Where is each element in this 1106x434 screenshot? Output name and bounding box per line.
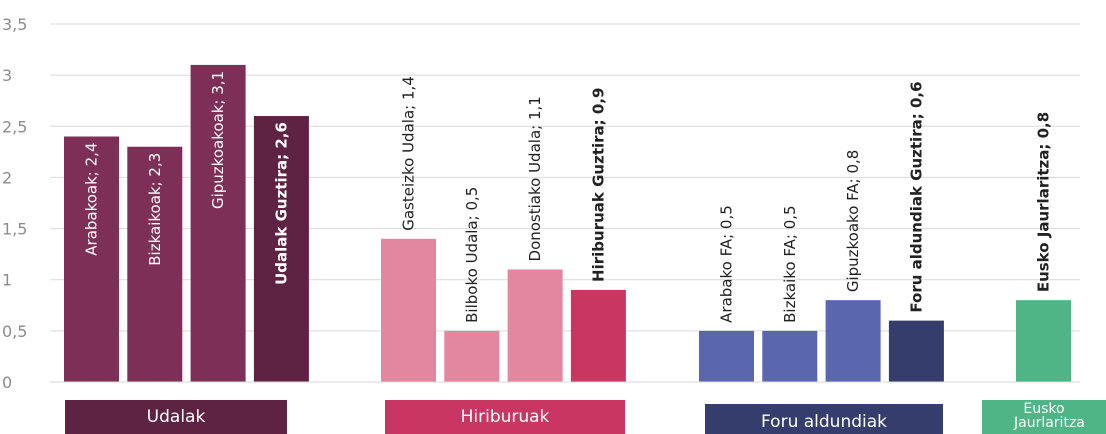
bar <box>699 330 754 382</box>
bar-data-label: Gipuzkoakoak; 3,1 <box>209 71 227 209</box>
bar-data-label: Hiriburuak Guztira; 0,9 <box>589 88 607 282</box>
group-label-hiriburuak: Hiriburuak <box>385 400 625 434</box>
y-tick-label: 0,5 <box>2 322 27 341</box>
group-label-foru-aldundiak: Foru aldundiak <box>705 404 943 434</box>
y-tick-label: 3,5 <box>2 15 27 34</box>
bar <box>888 320 944 382</box>
bar-data-label: Udalak Guztira; 2,6 <box>272 122 290 285</box>
bar <box>1016 300 1071 382</box>
bar-data-label: Arabako FA; 0,5 <box>718 205 736 323</box>
bar <box>570 289 626 382</box>
bar <box>381 238 436 382</box>
bar <box>444 330 500 382</box>
y-tick-label: 2,5 <box>2 117 27 136</box>
bar-data-label: Bizkaikoak; 2,3 <box>146 153 164 266</box>
bar-data-label: Bizkaiko FA; 0,5 <box>781 205 799 322</box>
bar <box>127 146 183 382</box>
y-tick-label: 1 <box>2 271 12 290</box>
bar <box>253 116 309 383</box>
y-tick-label: 1,5 <box>2 220 27 239</box>
bar-data-label: Bilboko Udala; 0,5 <box>463 187 481 323</box>
bar <box>190 64 246 383</box>
bar-data-label: Gipuzkoako FA; 0,8 <box>844 150 862 293</box>
bar-data-label: Eusko Jaurlaritza; 0,8 <box>1035 112 1053 292</box>
group-label-eusko-jaurlaritza: Eusko Jaurlaritza <box>982 400 1106 434</box>
bar <box>507 269 563 382</box>
bar <box>762 330 818 382</box>
group-label-udalak: Udalak <box>65 400 287 434</box>
y-tick-label: 0 <box>2 373 12 392</box>
bar <box>64 136 119 382</box>
y-tick-label: 2 <box>2 168 12 187</box>
bar-data-label: Foru aldundiak Guztira; 0,6 <box>907 81 925 312</box>
bar <box>825 300 881 382</box>
bar-data-label: Donostiako Udala; 1,1 <box>526 96 544 261</box>
bar-data-label: Arabakoak; 2,4 <box>83 143 101 256</box>
bar-data-label: Gasteizko Udala; 1,4 <box>400 76 418 231</box>
y-tick-label: 3 <box>2 66 12 85</box>
